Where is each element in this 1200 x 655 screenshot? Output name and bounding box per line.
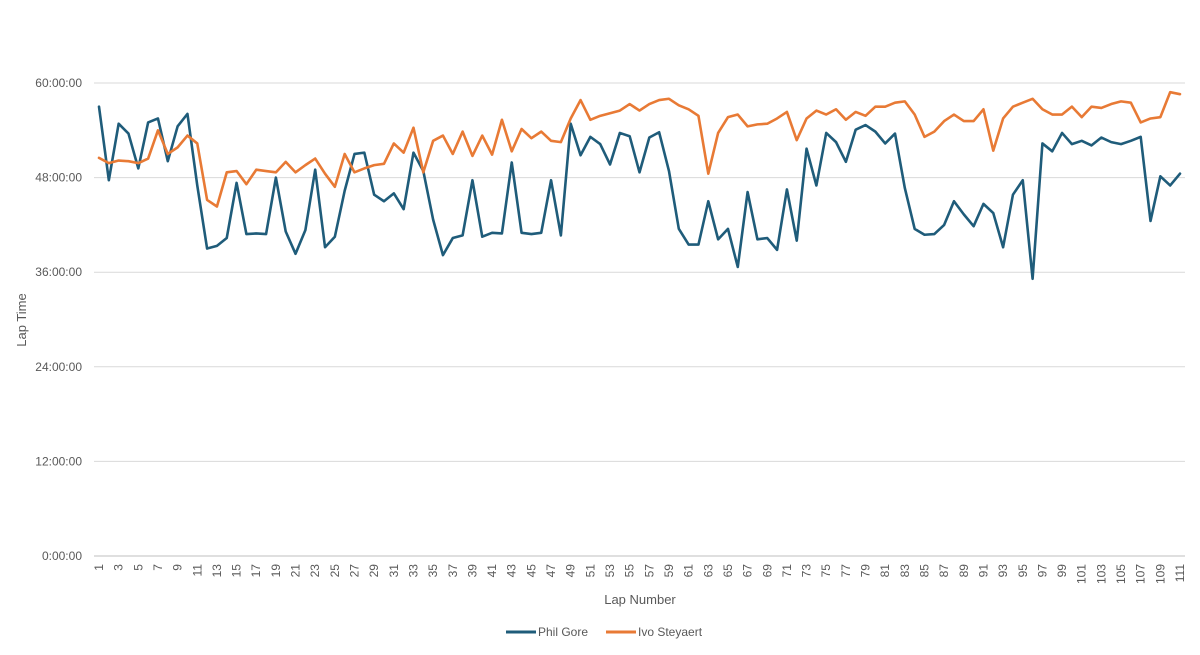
x-tick-label: 75 bbox=[819, 564, 833, 578]
x-tick-label: 109 bbox=[1153, 564, 1167, 584]
x-tick-label: 95 bbox=[1016, 564, 1030, 578]
x-tick-label: 37 bbox=[446, 564, 460, 578]
x-tick-label: 89 bbox=[957, 564, 971, 578]
x-tick-label: 93 bbox=[996, 564, 1010, 578]
y-axis-title: Lap Time bbox=[14, 293, 29, 346]
x-tick-label: 111 bbox=[1173, 564, 1187, 583]
y-tick-label: 60:00:00 bbox=[35, 76, 82, 90]
legend-label-2: Ivo Steyaert bbox=[638, 625, 703, 639]
x-tick-label: 65 bbox=[721, 564, 735, 578]
y-tick-label: 12:00:00 bbox=[35, 454, 82, 468]
x-tick-label: 61 bbox=[682, 564, 696, 578]
x-tick-label: 77 bbox=[839, 564, 853, 578]
x-tick-label: 13 bbox=[210, 564, 224, 578]
axes: 0:00:00 12:00:00 24:00:00 36:00:00 48:00:00 6… bbox=[35, 76, 1187, 584]
x-tick-label: 45 bbox=[524, 564, 538, 578]
gridlines bbox=[94, 82, 1185, 462]
x-tick-label: 11 bbox=[190, 564, 204, 577]
x-tick-label: 71 bbox=[780, 564, 794, 578]
x-tick-label: 55 bbox=[623, 564, 637, 578]
x-tick-label: 19 bbox=[269, 564, 283, 578]
y-tick-label: 24:00:00 bbox=[35, 360, 82, 374]
x-tick-label: 79 bbox=[859, 564, 873, 578]
x-tick-label: 103 bbox=[1094, 564, 1108, 584]
x-tick-label: 7 bbox=[151, 564, 165, 571]
x-tick-label: 99 bbox=[1055, 564, 1069, 578]
y-tick-label: 36:00:00 bbox=[35, 265, 82, 279]
x-tick-label: 31 bbox=[387, 564, 401, 578]
x-tick-label: 91 bbox=[976, 564, 990, 578]
y-tick-label: 48:00:00 bbox=[35, 171, 82, 185]
x-tick-label: 97 bbox=[1035, 564, 1049, 578]
x-tick-label: 27 bbox=[348, 564, 362, 578]
x-tick-label: 63 bbox=[701, 564, 715, 578]
x-tick-label: 107 bbox=[1134, 564, 1148, 584]
y-tick-label: 0:00:00 bbox=[42, 549, 82, 563]
x-tick-label: 3 bbox=[112, 564, 126, 571]
x-tick-label: 57 bbox=[642, 564, 656, 578]
x-tick-label: 21 bbox=[289, 564, 303, 578]
x-tick-label: 47 bbox=[544, 564, 558, 578]
x-tick-label: 49 bbox=[564, 564, 578, 578]
x-tick-label: 67 bbox=[741, 564, 755, 578]
x-tick-label: 35 bbox=[426, 564, 440, 578]
x-tick-label: 43 bbox=[505, 564, 519, 578]
x-tick-label: 73 bbox=[800, 564, 814, 578]
x-tick-label: 5 bbox=[131, 564, 145, 571]
x-tick-label: 85 bbox=[917, 564, 931, 578]
series-line-2 bbox=[97, 90, 1182, 208]
x-tick-label: 41 bbox=[485, 564, 499, 578]
x-tick-label: 33 bbox=[406, 564, 420, 578]
x-tick-label: 9 bbox=[171, 564, 185, 571]
x-tick-label: 39 bbox=[465, 564, 479, 578]
x-tick-label: 59 bbox=[662, 564, 676, 578]
x-tick-label: 1 bbox=[92, 564, 106, 571]
series-lines bbox=[97, 90, 1182, 281]
x-tick-label: 69 bbox=[760, 564, 774, 578]
x-tick-label: 17 bbox=[249, 564, 263, 578]
x-tick-label: 23 bbox=[308, 564, 322, 578]
x-tick-label: 53 bbox=[603, 564, 617, 578]
x-tick-label: 81 bbox=[878, 564, 892, 578]
x-tick-label: 101 bbox=[1075, 564, 1089, 584]
series-line-1 bbox=[97, 105, 1182, 281]
x-tick-label: 15 bbox=[230, 564, 244, 578]
x-tick-label: 87 bbox=[937, 564, 951, 578]
x-tick-label: 25 bbox=[328, 564, 342, 578]
x-axis-title: Lap Number bbox=[604, 592, 676, 607]
legend-label-1: Phil Gore bbox=[538, 625, 588, 639]
x-tick-label: 51 bbox=[583, 564, 597, 578]
x-tick-label: 29 bbox=[367, 564, 381, 578]
x-tick-label: 83 bbox=[898, 564, 912, 578]
legend: Phil Gore Ivo Steyaert bbox=[506, 625, 703, 639]
x-tick-label: 105 bbox=[1114, 564, 1128, 584]
